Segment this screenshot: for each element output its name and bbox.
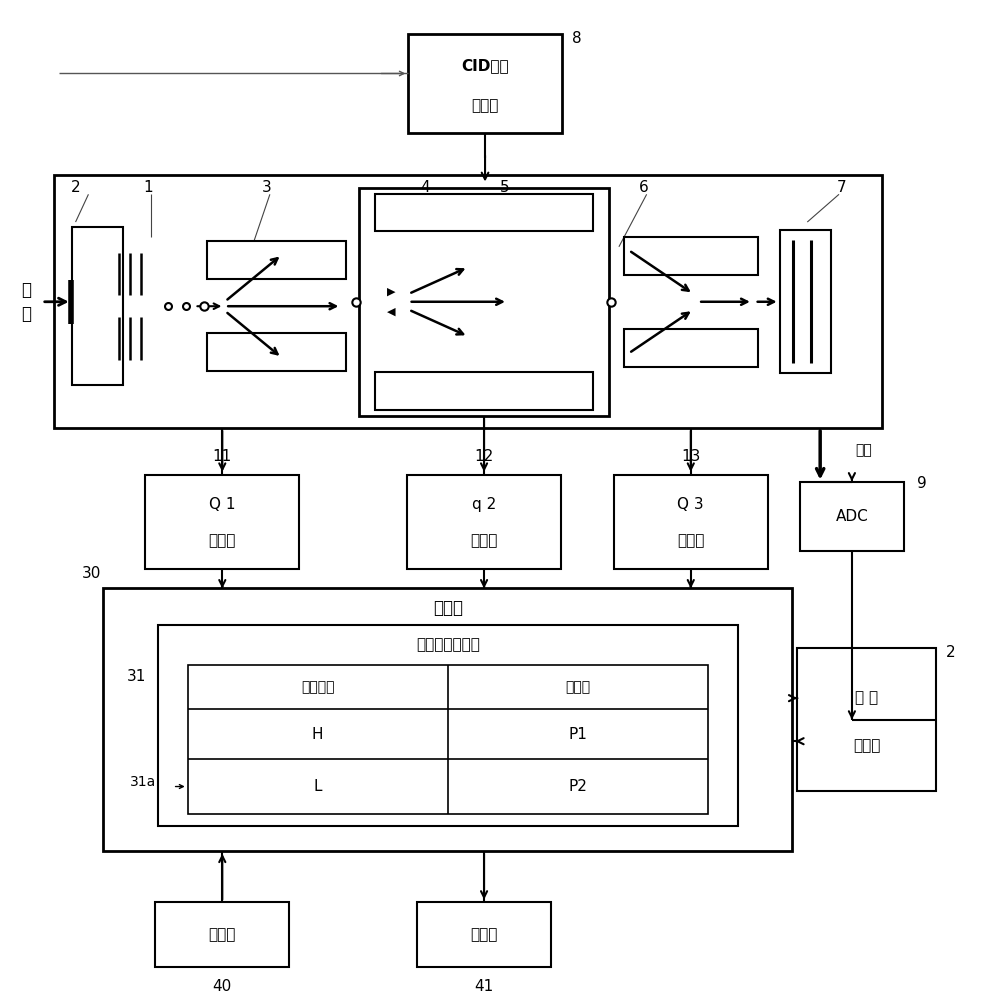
Text: Q 1: Q 1 [209,497,235,512]
Text: 12: 12 [475,449,493,464]
Text: 2: 2 [71,180,80,195]
Bar [207,241,346,279]
Bar [145,475,299,569]
Text: 控制部: 控制部 [433,599,463,617]
Bar [187,665,708,814]
Text: 3: 3 [262,180,272,195]
Text: 9: 9 [917,476,927,491]
Text: 处理部: 处理部 [853,738,881,753]
Text: 电源部: 电源部 [209,533,236,548]
Text: 6: 6 [639,180,648,195]
Bar [72,227,124,385]
Text: 8: 8 [572,31,582,46]
Text: 显示部: 显示部 [470,927,497,942]
Text: ADC: ADC [836,509,868,524]
Bar [359,188,609,416]
Bar [407,475,561,569]
Text: 试: 试 [21,281,31,299]
Text: 5: 5 [500,180,510,195]
Bar [207,333,346,371]
Text: 7: 7 [837,180,847,195]
Bar [417,902,551,967]
Text: 供给部: 供给部 [471,98,498,113]
Text: P2: P2 [569,779,588,794]
Text: 电源部: 电源部 [677,533,704,548]
Text: P1: P1 [569,727,588,742]
Text: 11: 11 [213,449,232,464]
Text: 排气: 排气 [854,443,872,457]
Bar [624,237,757,275]
Text: CID气体: CID气体 [461,58,509,73]
Bar [158,625,738,826]
Text: 2: 2 [947,645,955,660]
Text: L: L [314,779,322,794]
Text: 30: 30 [81,566,101,581]
Text: 输入部: 输入部 [209,927,236,942]
Text: 料: 料 [21,305,31,323]
Text: 1: 1 [143,180,153,195]
Bar [624,329,757,367]
Bar [800,482,904,551]
Text: 电源部: 电源部 [470,533,497,548]
Text: 扫描速度: 扫描速度 [301,680,335,694]
Text: 41: 41 [475,979,493,994]
Bar [375,372,594,410]
Text: 31a: 31a [129,775,156,789]
Text: 31: 31 [127,669,146,684]
Bar [408,34,562,133]
Text: H: H [312,727,324,742]
Text: ▶: ▶ [387,287,395,297]
Text: Q 3: Q 3 [678,497,704,512]
Text: ◀: ◀ [387,307,395,317]
Bar [614,475,767,569]
Bar [54,175,882,428]
Text: 40: 40 [213,979,232,994]
Text: 4: 4 [421,180,431,195]
Text: 测定条件存储部: 测定条件存储部 [416,637,480,652]
Text: 13: 13 [681,449,700,464]
Text: 供给压: 供给压 [565,680,591,694]
Text: q 2: q 2 [472,497,496,512]
Bar [375,194,594,231]
Bar [798,648,936,791]
Bar [780,230,831,373]
Bar [103,588,793,851]
Bar [155,902,289,967]
Text: 数 据: 数 据 [855,691,878,706]
